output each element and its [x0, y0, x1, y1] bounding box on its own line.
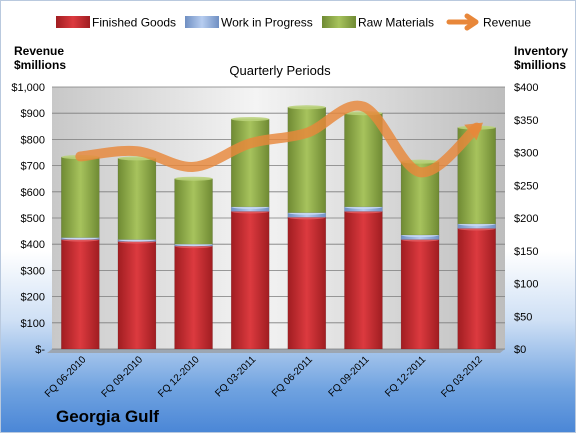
bar-finished-goods [61, 239, 100, 350]
bar-raw-materials [174, 178, 213, 245]
bar-finished-goods [287, 217, 327, 350]
x-tick-label: FQ 09-2011 [327, 354, 372, 399]
revenue-line [75, 100, 483, 178]
right-tick-label: $150 [514, 246, 538, 258]
company-name: Georgia Gulf [56, 407, 159, 426]
x-tick-label: FQ 06-2010 [43, 354, 89, 400]
right-axis-ticks: $0 $50 $100 $150 $200 $250 $300 $350 $400 [514, 82, 538, 356]
bar-finished-goods [344, 211, 383, 350]
left-tick-label: $500 [21, 213, 45, 225]
legend: Finished Goods Work in Progress Raw Mate… [56, 13, 531, 31]
bar-raw-materials-top [174, 176, 213, 181]
legend-swatch-finished-goods [56, 16, 90, 28]
left-tick-label: $300 [21, 265, 45, 277]
left-tick-label: $400 [21, 239, 45, 251]
right-tick-label: $300 [514, 148, 538, 160]
left-axis-ticks: $- $100 $200 $300 $400 $500 $600 $700 $800 $900 $1… [11, 82, 45, 356]
plot-floor [47, 349, 505, 353]
legend-label-work-in-progress: Work in Progress [221, 16, 313, 30]
bar-raw-materials [61, 156, 100, 238]
left-tick-label: $600 [21, 187, 45, 199]
right-tick-label: $50 [514, 311, 532, 323]
x-tick-label: FQ 12-2010 [156, 354, 202, 400]
left-tick-label: $700 [21, 161, 45, 173]
right-tick-label: $200 [514, 213, 538, 225]
left-tick-label: $800 [21, 134, 45, 146]
x-tick-label: FQ 06-2011 [270, 354, 315, 399]
legend-label-finished-goods: Finished Goods [92, 16, 176, 30]
stacked-bars [61, 105, 496, 350]
bar-finished-goods [400, 239, 440, 350]
bar-raw-materials-top [287, 105, 326, 110]
left-tick-label: $900 [21, 108, 45, 120]
x-tick-label: FQ 03-2012 [439, 354, 485, 400]
legend-swatch-raw-materials [322, 16, 356, 28]
bar-raw-materials [117, 158, 157, 240]
revenue-line-path [75, 100, 482, 178]
bar-finished-goods [230, 211, 270, 350]
right-axis-title-line2: $millions [514, 58, 566, 72]
right-axis-title-line1: Inventory [514, 44, 568, 58]
revenue-arrowhead [464, 122, 483, 141]
legend-label-raw-materials: Raw Materials [358, 16, 434, 30]
x-tick-label: FQ 09-2010 [100, 354, 146, 400]
left-tick-label: $1,000 [11, 82, 45, 94]
legend-swatch-revenue [446, 13, 479, 31]
bar-raw-materials-top [231, 117, 270, 122]
legend-label-revenue: Revenue [483, 16, 531, 30]
left-axis-title-line1: Revenue [14, 44, 64, 58]
legend-swatch-work-in-progress [185, 16, 219, 28]
bar-finished-goods [457, 228, 496, 350]
left-tick-label: $- [35, 344, 45, 356]
bar-raw-materials [344, 112, 383, 208]
left-axis-title-line2: $millions [14, 58, 66, 72]
bar-raw-materials [230, 118, 270, 208]
x-axis-labels: FQ 06-2010 FQ 09-2010 FQ 12-2010 FQ 03-2011… [43, 354, 485, 400]
bar-finished-goods [117, 241, 157, 350]
right-tick-label: $100 [514, 279, 538, 291]
x-tick-label: FQ 12-2011 [383, 354, 428, 399]
right-tick-label: $250 [514, 180, 538, 192]
left-tick-label: $200 [21, 292, 45, 304]
right-tick-label: $0 [514, 344, 526, 356]
right-tick-label: $350 [514, 115, 538, 127]
chart-title: Quarterly Periods [229, 63, 331, 78]
left-tick-label: $100 [21, 318, 45, 330]
bar-finished-goods [174, 245, 213, 350]
right-tick-label: $400 [514, 82, 538, 94]
x-tick-label: FQ 03-2011 [213, 354, 258, 399]
